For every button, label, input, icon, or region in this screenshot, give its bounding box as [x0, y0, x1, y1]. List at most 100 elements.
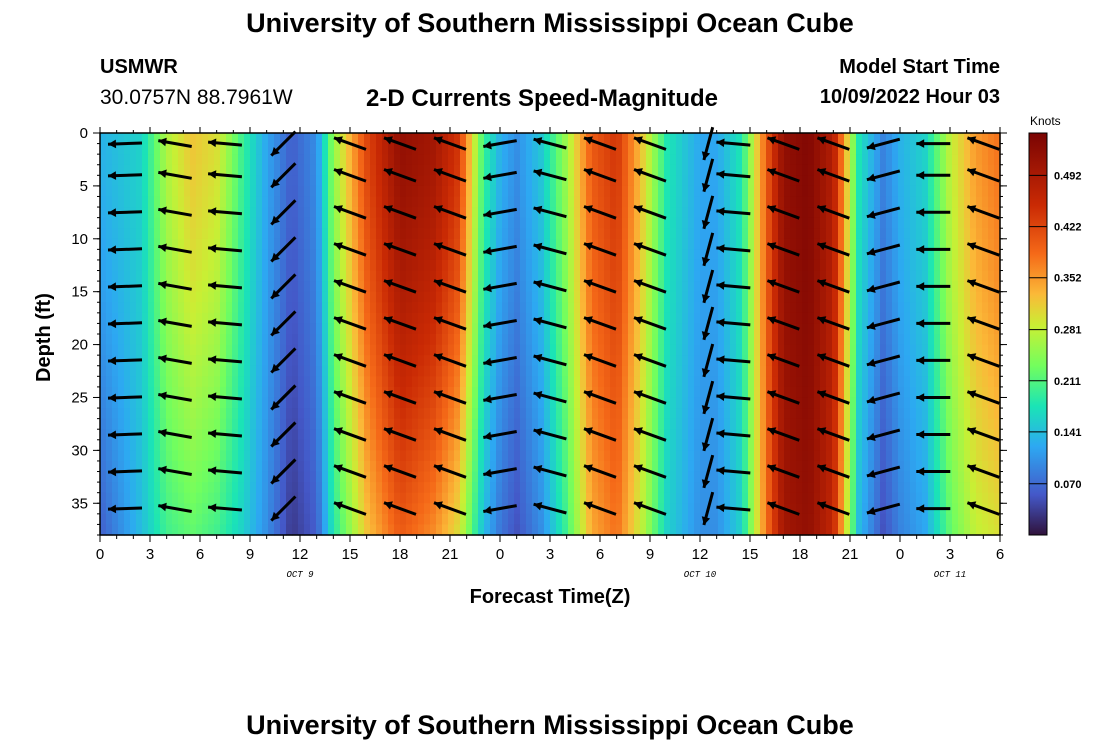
heatmap-cell	[322, 524, 329, 536]
heatmap-cell	[130, 418, 137, 430]
heatmap-cell	[256, 524, 263, 536]
heatmap-cell	[250, 418, 257, 430]
heatmap-cell	[850, 344, 857, 356]
heatmap-cell	[856, 344, 863, 356]
heatmap-cell	[580, 228, 587, 240]
heatmap-cell	[364, 408, 371, 420]
heatmap-cell	[544, 302, 551, 314]
heatmap-cell	[826, 238, 833, 250]
heatmap-cell	[244, 259, 251, 272]
heatmap-cell	[868, 323, 875, 335]
heatmap-cell	[808, 429, 815, 441]
heatmap-cell	[508, 175, 515, 187]
heatmap-cell	[454, 450, 461, 462]
heatmap-cell	[484, 365, 491, 377]
heatmap-cell	[208, 344, 215, 356]
heatmap-cell	[130, 408, 137, 420]
heatmap-cell	[190, 365, 197, 377]
heatmap-cell	[412, 408, 419, 420]
heatmap-cell	[634, 259, 641, 272]
heatmap-cell	[832, 365, 839, 377]
heatmap-cell	[724, 323, 731, 335]
heatmap-cell	[526, 143, 533, 155]
heatmap-cell	[484, 249, 491, 261]
heatmap-cell	[208, 291, 215, 303]
heatmap-cell	[286, 355, 293, 367]
heatmap-cell	[730, 450, 737, 462]
heatmap-cell	[448, 249, 455, 261]
heatmap-cell	[202, 439, 209, 451]
heatmap-cell	[304, 492, 311, 504]
heatmap-cell	[238, 217, 245, 229]
heatmap-cell	[148, 323, 155, 335]
heatmap-cell	[520, 164, 527, 176]
heatmap-cell	[616, 175, 623, 187]
heatmap-cell	[478, 164, 485, 176]
heatmap-cell	[640, 408, 647, 420]
heatmap-cell	[574, 291, 581, 303]
heatmap-cell	[580, 238, 587, 250]
heatmap-cell	[484, 397, 491, 409]
heatmap-cell	[490, 418, 497, 430]
heatmap-cell	[646, 439, 653, 451]
heatmap-cell	[364, 175, 371, 187]
heatmap-cell	[766, 471, 773, 483]
heatmap-cell	[130, 238, 137, 250]
heatmap-cell	[454, 513, 461, 526]
heatmap-cell	[610, 408, 617, 420]
heatmap-cell	[802, 355, 809, 367]
heatmap-cell	[748, 439, 755, 451]
heatmap-cell	[646, 460, 653, 473]
heatmap-cell	[490, 386, 497, 399]
heatmap-cell	[442, 133, 449, 145]
heatmap-cell	[610, 270, 617, 282]
heatmap-cell	[418, 312, 425, 325]
heatmap-cell	[634, 408, 641, 420]
heatmap-cell	[148, 513, 155, 526]
heatmap-cell	[838, 164, 845, 176]
heatmap-cell	[352, 450, 359, 462]
heatmap-cell	[682, 344, 689, 356]
heatmap-cell	[142, 228, 149, 240]
heatmap-cell	[880, 164, 887, 176]
heatmap-cell	[688, 408, 695, 420]
heatmap-cell	[532, 344, 539, 356]
heatmap-cell	[598, 492, 605, 504]
heatmap-cell	[160, 302, 167, 314]
heatmap-cell	[196, 217, 203, 229]
heatmap-cell	[586, 503, 593, 515]
heatmap-cell	[196, 482, 203, 494]
heatmap-cell	[802, 524, 809, 536]
heatmap-cell	[622, 460, 629, 473]
heatmap-cell	[340, 185, 347, 198]
heatmap-cell	[214, 408, 221, 420]
heatmap-cell	[880, 259, 887, 272]
heatmap-cell	[118, 175, 125, 187]
heatmap-cell	[256, 513, 263, 526]
heatmap-cell	[886, 185, 893, 198]
heatmap-cell	[580, 164, 587, 176]
heatmap-cell	[490, 492, 497, 504]
heatmap-cell	[196, 228, 203, 240]
heatmap-cell	[340, 154, 347, 166]
heatmap-cell	[310, 386, 317, 399]
heatmap-cell	[742, 154, 749, 166]
heatmap-cell	[694, 429, 701, 441]
heatmap-cell	[142, 460, 149, 473]
heatmap-cell	[178, 312, 185, 325]
heatmap-cell	[586, 397, 593, 409]
heatmap-cell	[664, 450, 671, 462]
heatmap-cell	[322, 429, 329, 441]
heatmap-cell	[298, 228, 305, 240]
heatmap-cell	[838, 281, 845, 293]
heatmap-cell	[106, 228, 113, 240]
heatmap-cell	[388, 408, 395, 420]
heatmap-cell	[424, 323, 431, 335]
heatmap-cell	[808, 492, 815, 504]
heatmap-cell	[298, 291, 305, 303]
heatmap-cell	[460, 154, 467, 166]
heatmap-cell	[106, 164, 113, 176]
heatmap-cell	[658, 228, 665, 240]
heatmap-cell	[412, 450, 419, 462]
heatmap-cell	[796, 196, 803, 208]
